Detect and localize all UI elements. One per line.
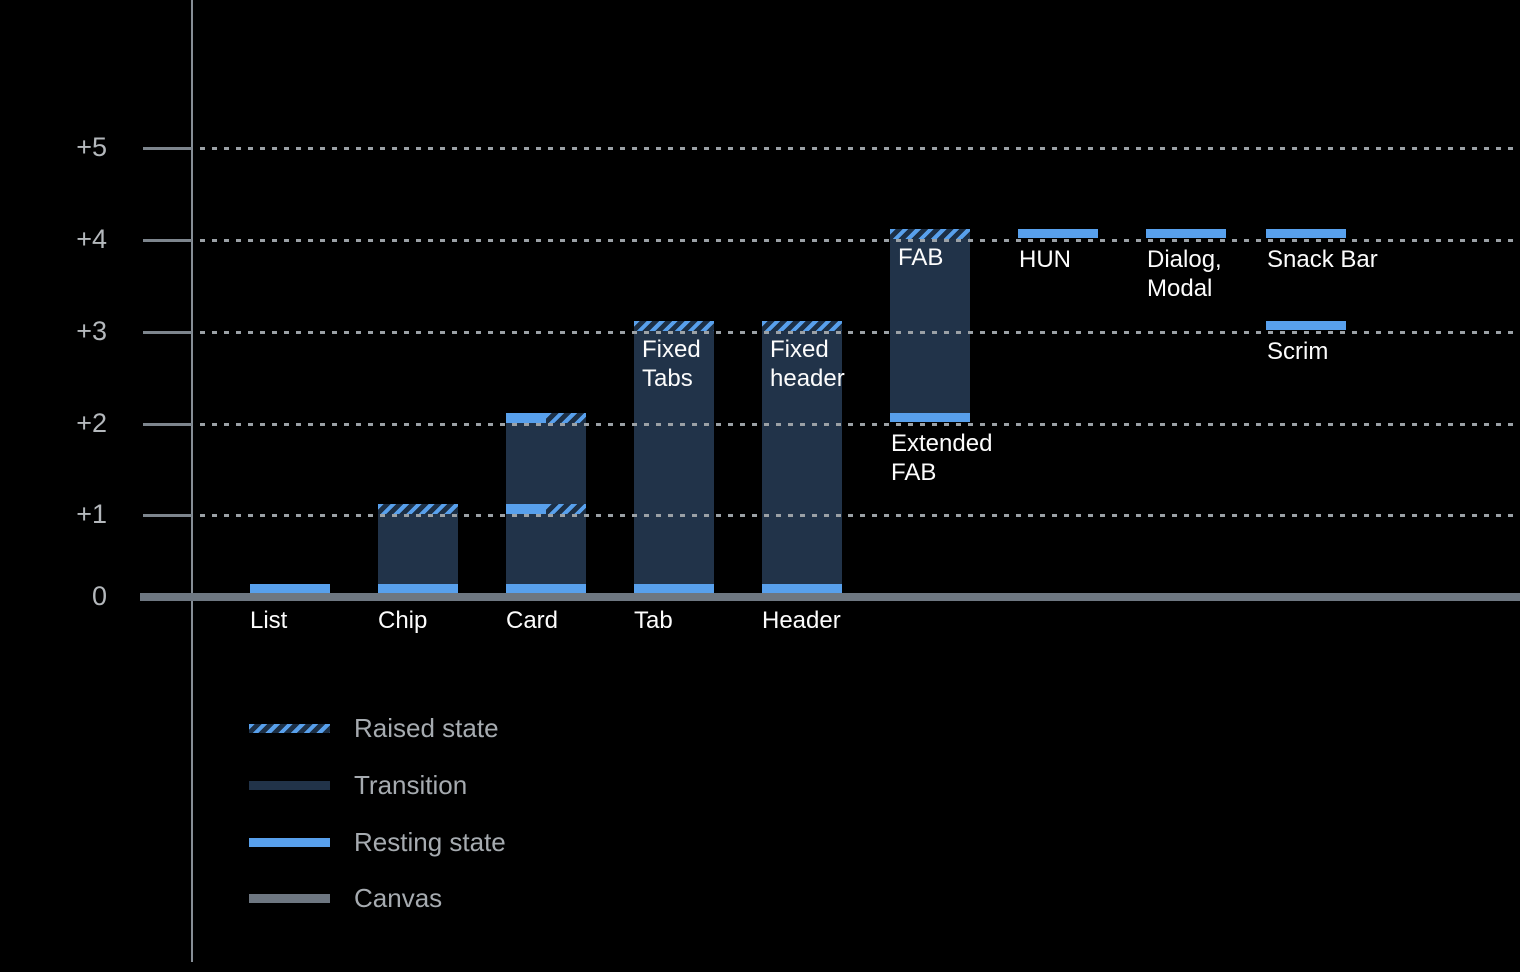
- bar-tab-resting-segment: [634, 584, 714, 593]
- bar-dialog-modal-resting-segment: [1146, 229, 1226, 238]
- gridline-level-5: [200, 147, 1520, 150]
- y-tick-3: [143, 331, 192, 334]
- gridline-level-1: [200, 514, 1520, 517]
- bar-header-label: Header: [762, 607, 841, 634]
- bar-tab-label: Fixed Tabs: [642, 336, 701, 392]
- y-axis-label-2: +2: [76, 408, 107, 438]
- legend-label-transition: Transition: [354, 770, 468, 800]
- legend-item-resting: Resting state: [249, 828, 506, 856]
- bar-header-transition-segment: [762, 331, 842, 584]
- legend-swatch-transition: [249, 780, 330, 790]
- legend-label-resting: Resting state: [354, 827, 506, 857]
- legend-item-canvas: Canvas: [249, 884, 442, 912]
- bar-list-resting-segment: [250, 584, 330, 593]
- y-axis-label-4: +4: [76, 224, 107, 254]
- bar-card-resting-segment: [506, 413, 546, 423]
- bar-card-resting-segment: [506, 504, 546, 514]
- y-axis-label-1: +1: [76, 499, 107, 529]
- legend-swatch-raised: [249, 723, 330, 733]
- bar-hun-resting-segment: [1018, 229, 1098, 238]
- bar-card-raised-segment: [546, 504, 586, 514]
- bar-extended-fab-label: FAB: [898, 244, 944, 271]
- gridline-level-4: [200, 239, 1520, 242]
- bar-extended-fab-raised-segment: [890, 229, 970, 239]
- y-tick-1: [143, 514, 192, 517]
- bar-chip-transition-segment: [378, 514, 458, 584]
- bar-header-label: Fixed header: [770, 336, 845, 392]
- y-tick-5: [143, 147, 192, 150]
- bar-tab-transition-segment: [634, 331, 714, 584]
- bar-card-transition-segment: [506, 423, 586, 504]
- legend-label-raised: Raised state: [354, 713, 499, 743]
- bar-card-raised-segment: [546, 413, 586, 423]
- y-axis-label-0: 0: [91, 581, 107, 611]
- bar-header-resting-segment: [762, 584, 842, 593]
- legend-item-raised: Raised state: [249, 714, 499, 742]
- bar-extended-fab-resting-segment: [890, 413, 970, 422]
- bar-scrim-label: Scrim: [1267, 338, 1329, 365]
- bar-snack-bar-label: Snack Bar: [1267, 246, 1378, 273]
- bar-extended-fab-transition-segment: [890, 239, 970, 413]
- bar-chip-resting-segment: [378, 584, 458, 593]
- bar-snack-bar-resting-segment: [1266, 229, 1346, 238]
- gridline-level-2: [200, 423, 1520, 426]
- legend-label-canvas: Canvas: [354, 883, 443, 913]
- bar-extended-fab-label: Extended FAB: [891, 430, 993, 486]
- bar-header-raised-segment: [762, 321, 842, 331]
- bar-tab-raised-segment: [634, 321, 714, 331]
- y-axis-label-5: +5: [76, 132, 107, 162]
- bar-card-resting-segment: [506, 584, 586, 593]
- canvas-baseline: [140, 593, 1520, 601]
- bar-card-label: Card: [506, 607, 559, 634]
- bar-dialog-modal-label: Dialog, Modal: [1147, 246, 1222, 302]
- y-axis-label-3: +3: [76, 316, 107, 346]
- bar-chip-label: Chip: [378, 607, 428, 634]
- legend-swatch-resting: [249, 837, 330, 847]
- bar-hun-label: HUN: [1019, 246, 1071, 273]
- bar-card-transition-segment: [506, 514, 586, 584]
- y-tick-2: [143, 423, 192, 426]
- legend-item-transition: Transition: [249, 771, 467, 799]
- bar-chip-raised-segment: [378, 504, 458, 514]
- bar-scrim-resting-segment: [1266, 321, 1346, 330]
- y-tick-4: [143, 239, 192, 242]
- bar-tab-label: Tab: [634, 607, 673, 634]
- y-axis-line: [191, 0, 193, 962]
- legend-swatch-canvas: [249, 893, 330, 903]
- bar-list-label: List: [250, 607, 288, 634]
- gridline-level-3: [200, 331, 1520, 334]
